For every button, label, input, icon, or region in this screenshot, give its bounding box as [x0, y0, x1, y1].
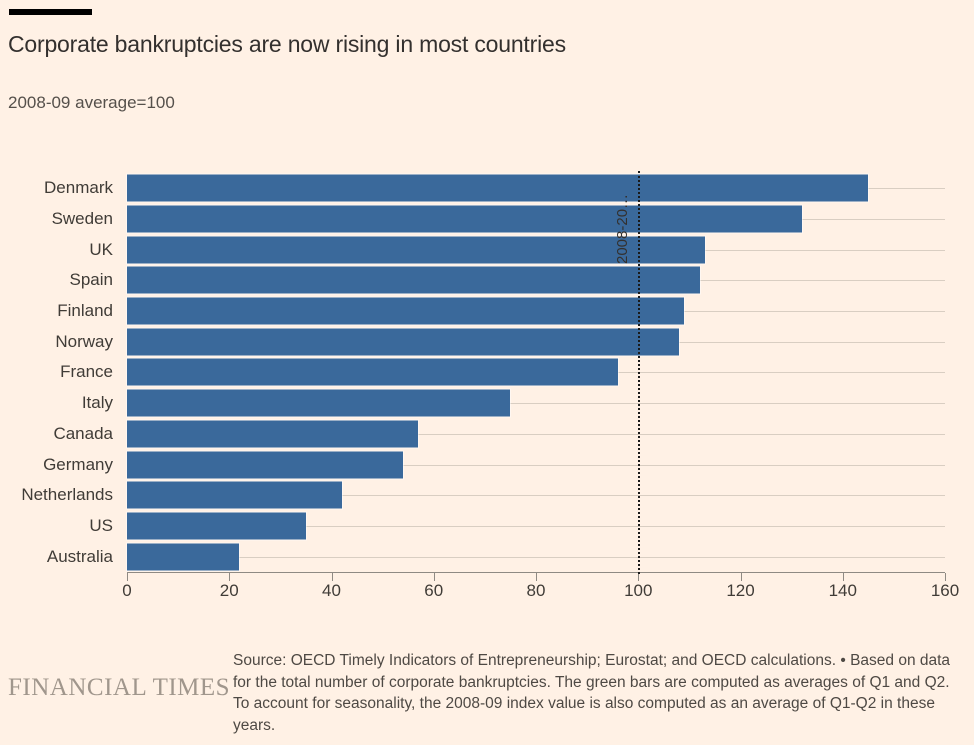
- row-gridline: [127, 403, 945, 405]
- x-axis-tick-label-80: 80: [526, 581, 546, 600]
- x-axis-line: [127, 572, 945, 573]
- chart-row: Sweden: [0, 204, 945, 235]
- x-axis-tick-label-100: 100: [624, 581, 653, 600]
- bar-finland: [127, 297, 685, 325]
- x-axis-tick-label-40: 40: [322, 581, 341, 600]
- chart-row: Australia: [0, 541, 945, 572]
- x-axis-tick-40: [331, 573, 333, 581]
- category-label-uk: UK: [89, 239, 113, 259]
- category-label-sweden: Sweden: [51, 209, 113, 229]
- chart-row: Canada: [0, 419, 945, 450]
- chart-row: France: [0, 357, 945, 388]
- chart-row: Norway: [0, 326, 945, 357]
- category-label-netherlands: Netherlands: [21, 485, 113, 505]
- bar-area: [127, 449, 945, 480]
- x-axis-tick-label-160: 160: [930, 581, 960, 600]
- bar-norway: [127, 328, 680, 356]
- category-label-germany: Germany: [43, 454, 113, 474]
- row-gridline: [127, 525, 945, 527]
- bar-germany: [127, 451, 404, 479]
- reference-line-label: 2008-20…: [614, 193, 632, 264]
- ft-top-rule: [9, 9, 92, 15]
- x-axis: 0 20 40 60 80 100 120 140 160 2008-20…: [122, 171, 959, 613]
- chart-row: UK: [0, 234, 945, 265]
- source-note: Source: OECD Timely Indicators of Entrep…: [233, 652, 951, 734]
- bar-chart: Denmark Sweden UK Spain Finland Norway France I…: [0, 171, 959, 613]
- bar-area: [127, 265, 945, 296]
- x-axis-tick-60: [433, 573, 435, 581]
- chart-title: Corporate bankruptcies are now rising in…: [8, 31, 566, 57]
- category-label-italy: Italy: [81, 393, 113, 413]
- row-gridline: [127, 556, 945, 558]
- chart-row: Germany: [0, 449, 945, 480]
- category-label-canada: Canada: [53, 423, 113, 443]
- category-label-australia: Australia: [46, 546, 113, 566]
- x-axis-tick-100: [638, 573, 640, 581]
- x-axis-tick-label-0: 0: [122, 581, 132, 600]
- category-label-denmark: Denmark: [44, 178, 113, 198]
- category-label-us: US: [89, 515, 113, 535]
- chart-row: Spain: [0, 265, 945, 296]
- chart-row: US: [0, 511, 945, 542]
- reference-line-100: 2008-20…: [614, 171, 641, 574]
- x-axis-tick-80: [536, 573, 537, 581]
- bar-area: [127, 296, 945, 327]
- chart-row: Netherlands: [0, 480, 945, 511]
- bar-area: [127, 357, 945, 388]
- category-label-finland: Finland: [57, 301, 113, 321]
- bar-uk: [127, 236, 705, 264]
- bar-italy: [127, 389, 511, 417]
- bar-area: [127, 234, 945, 265]
- bar-netherlands: [127, 481, 342, 509]
- bar-area: [127, 326, 945, 357]
- x-axis-tick-label-20: 20: [219, 581, 239, 600]
- category-label-france: France: [60, 362, 113, 382]
- x-axis-tick-160: [945, 573, 946, 581]
- bar-spain: [127, 266, 700, 294]
- row-gridline: [127, 464, 945, 466]
- chart-row: Finland: [0, 296, 945, 327]
- x-axis-tick-label-120: 120: [726, 581, 755, 600]
- x-axis-tick-0: [127, 573, 128, 581]
- x-axis-tick-label-60: 60: [424, 581, 444, 600]
- x-axis-tick-140: [842, 573, 844, 581]
- chart-rows: Denmark Sweden UK Spain Finland Norway France I…: [0, 173, 945, 572]
- bar-denmark: [127, 174, 869, 202]
- category-label-norway: Norway: [55, 331, 113, 351]
- bar-area: [127, 173, 945, 204]
- x-axis-tick-120: [740, 573, 742, 581]
- bar-area: [127, 419, 945, 450]
- row-gridline: [127, 433, 945, 435]
- category-label-spain: Spain: [69, 270, 113, 290]
- bar-france: [127, 358, 618, 386]
- bar-area: [127, 480, 945, 511]
- bar-australia: [127, 543, 240, 571]
- row-gridline: [127, 495, 945, 497]
- bar-us: [127, 512, 306, 540]
- bar-area: [127, 541, 945, 572]
- bar-area: [127, 388, 945, 419]
- chart-row: Italy: [0, 388, 945, 419]
- chart-subtitle: 2008-09 average=100: [8, 93, 175, 112]
- bar-sweden: [127, 205, 802, 233]
- bar-area: [127, 204, 945, 235]
- chart-row: Denmark: [0, 173, 945, 204]
- ft-logo: FINANCIAL TIMES: [8, 674, 231, 701]
- x-axis-tick-label-140: 140: [828, 581, 857, 600]
- bar-area: [127, 511, 945, 542]
- x-axis-tick-20: [229, 573, 231, 581]
- bar-canada: [127, 420, 419, 448]
